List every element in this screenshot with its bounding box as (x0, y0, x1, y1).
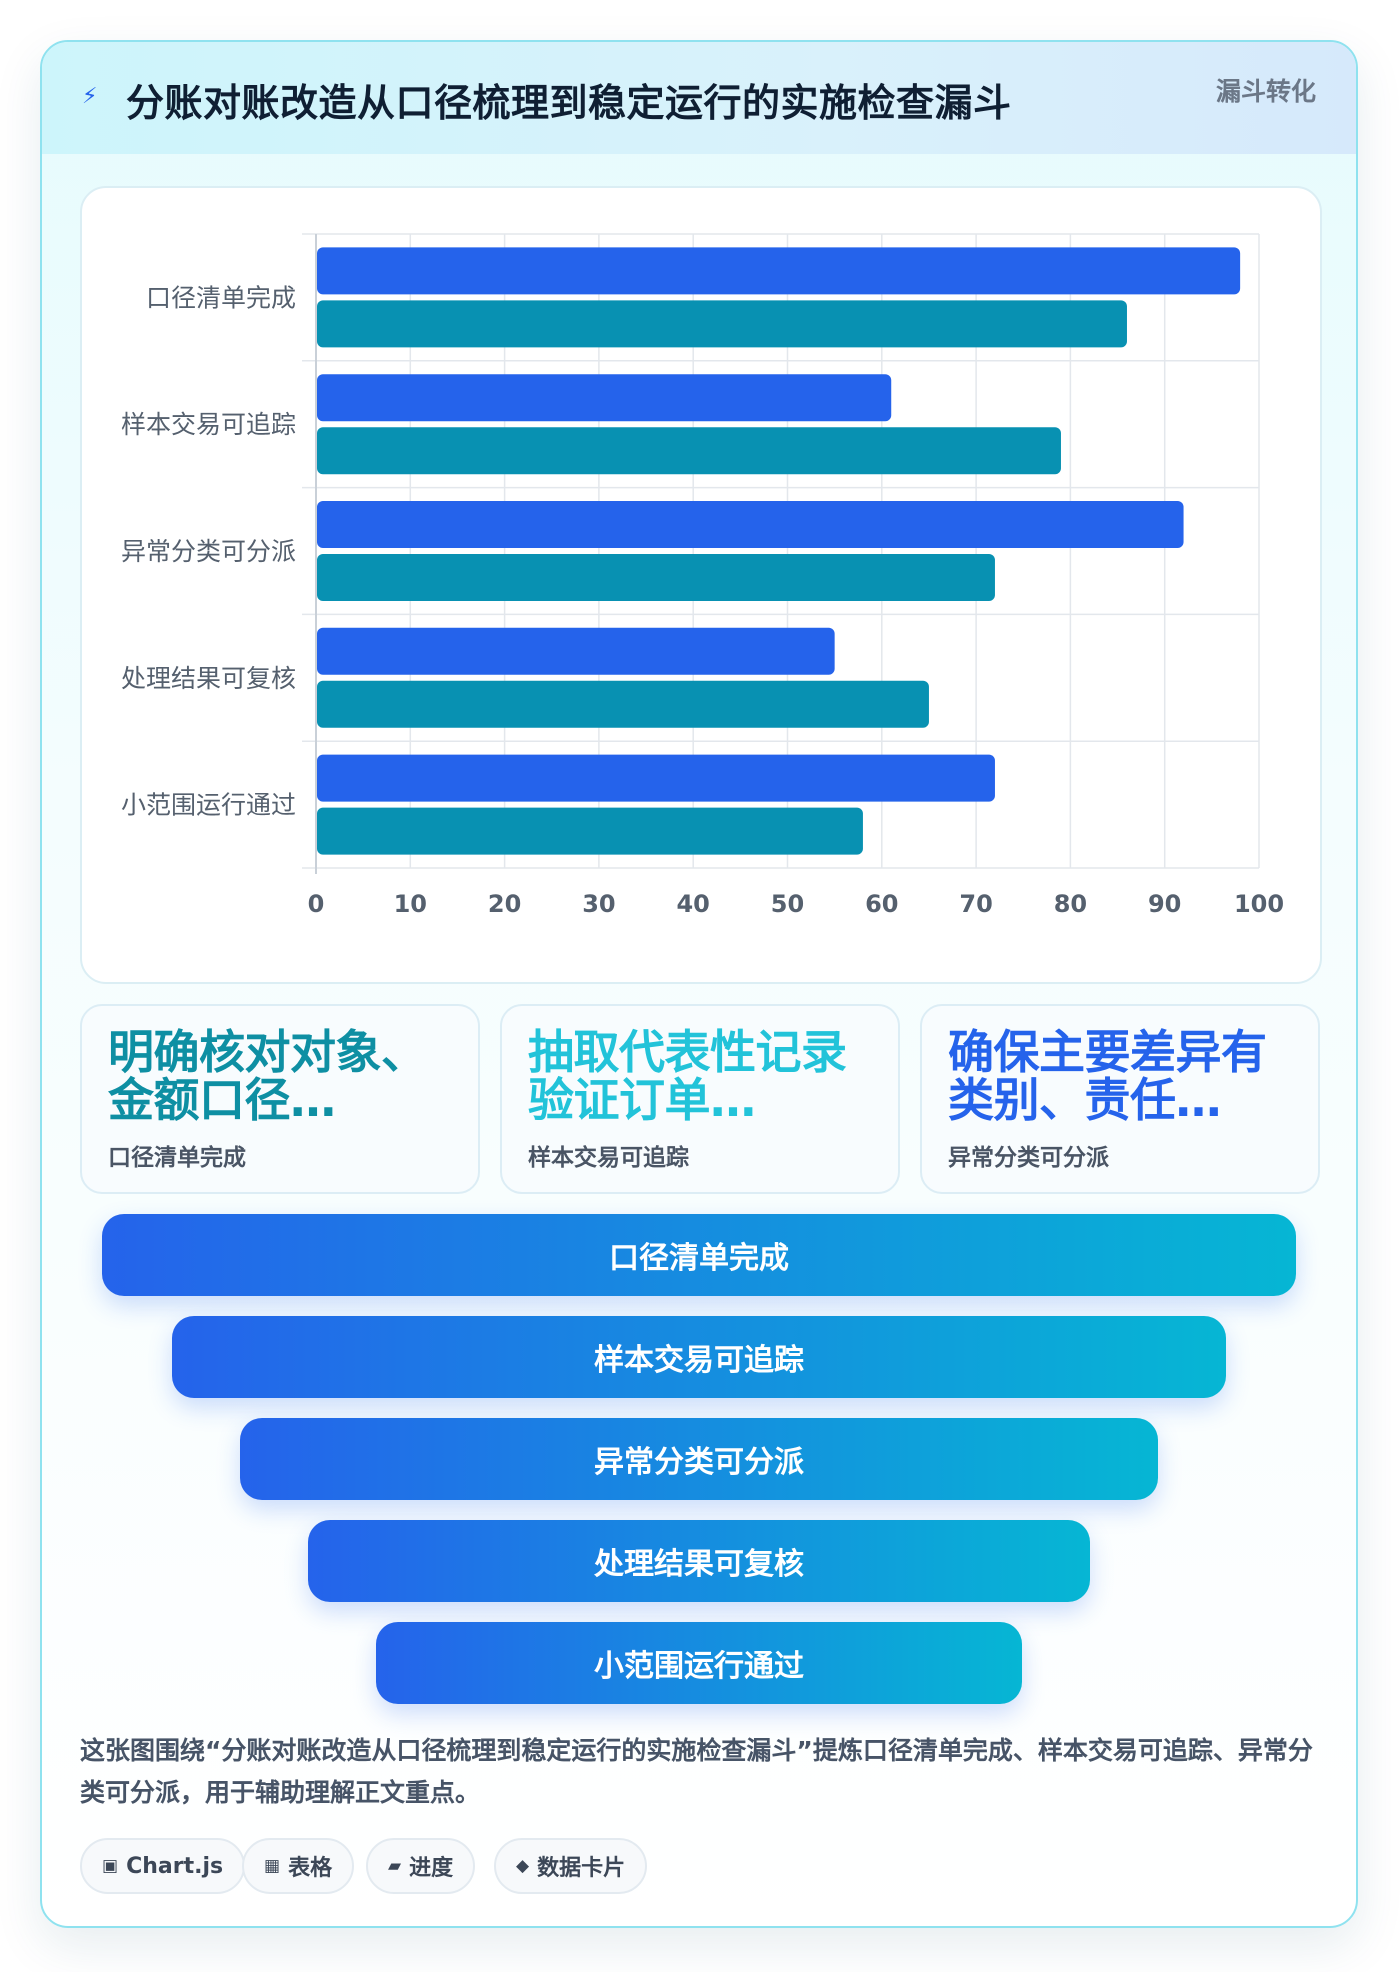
x-tick-label: 80 (1054, 890, 1087, 918)
x-tick-label: 70 (959, 890, 992, 918)
bar (317, 680, 929, 728)
x-tick-label: 0 (308, 890, 325, 918)
category-tag: 漏斗转化 (1215, 77, 1316, 106)
category-label: 异常分类可分派 (121, 537, 296, 566)
table-icon: ▦ (264, 1856, 281, 1876)
chip-progress[interactable]: ▰ 进度 (366, 1838, 476, 1894)
bar (317, 247, 1241, 295)
chip-label: 表格 (288, 1856, 333, 1881)
progress-icon: ▰ (388, 1856, 402, 1876)
bar-chart-panel: 口径清单完成样本交易可追踪 异常分类可分派 处理结果可复核 小范围运行通过 0 10 20 3… (80, 186, 1322, 984)
stat-card-2: 抽取代表性记录验证订单… 样本交易可追踪 (500, 1004, 900, 1194)
x-tick-label: 50 (771, 890, 804, 918)
stat-card-3: 确保主要差异有类别、责任… 异常分类可分派 (920, 1004, 1320, 1194)
bar (317, 807, 863, 855)
bar (317, 427, 1061, 475)
category-label: 样本交易可追踪 (121, 410, 296, 439)
x-tick-label: 30 (582, 890, 615, 918)
bar (317, 754, 995, 802)
lightning-icon: ⚡ (82, 84, 98, 109)
stat-card-value: 抽取代表性记录验证订单… (528, 1028, 847, 1124)
category-label: 小范围运行通过 (121, 791, 296, 820)
funnel-step-4: 处理结果可复核 (308, 1520, 1090, 1602)
category-label: 处理结果可复核 (121, 664, 296, 693)
category-label: 口径清单完成 (146, 283, 296, 312)
chip-label: 数据卡片 (537, 1856, 626, 1881)
chip-data-card[interactable]: ◆ 数据卡片 (494, 1838, 648, 1894)
chip-label: Chart.js (126, 1853, 224, 1879)
bar (317, 627, 835, 675)
x-tick-label: 90 (1148, 890, 1181, 918)
chip-table[interactable]: ▦ 表格 (242, 1838, 355, 1894)
funnel-step-2: 样本交易可追踪 (172, 1316, 1226, 1398)
stat-card-label: 口径清单完成 (108, 1145, 246, 1171)
x-tick-label: 10 (394, 890, 427, 918)
summary-text: 这张图围绕“分账对账改造从口径梳理到稳定运行的实施检查漏斗”提炼口径清单完成、样… (80, 1736, 1313, 1807)
stat-card-value: 确保主要差异有类别、责任… (948, 1028, 1267, 1124)
bar (317, 374, 892, 422)
chart-icon: ▣ (102, 1856, 119, 1876)
chip-chartjs[interactable]: ▣ Chart.js (80, 1838, 246, 1894)
x-tick-label: 60 (865, 890, 898, 918)
bar (317, 501, 1184, 548)
bar (317, 300, 1127, 348)
stat-card-value: 明确核对对象、金额口径… (108, 1028, 427, 1124)
funnel-step-3: 异常分类可分派 (240, 1418, 1158, 1500)
stat-card-label: 异常分类可分派 (948, 1145, 1109, 1171)
funnel-step-1: 口径清单完成 (102, 1214, 1296, 1296)
chip-label: 进度 (409, 1856, 454, 1881)
funnel-step-5: 小范围运行通过 (376, 1622, 1022, 1704)
bar (317, 554, 995, 601)
x-tick-label: 20 (488, 890, 521, 918)
x-tick-label: 100 (1234, 890, 1284, 918)
stat-card-label: 样本交易可追踪 (528, 1145, 689, 1171)
data-card-icon: ◆ (516, 1856, 530, 1876)
stat-card-1: 明确核对对象、金额口径… 口径清单完成 (80, 1004, 480, 1194)
page-title: 分账对账改造从口径梳理到稳定运行的实施检查漏斗 (126, 81, 1012, 125)
x-tick-label: 40 (676, 890, 709, 918)
infographic-card: ⚡ 分账对账改造从口径梳理到稳定运行的实施检查漏斗 漏斗转化 口径清单完成 样本交… (40, 40, 1358, 1928)
header-bar: ⚡ 分账对账改造从口径梳理到稳定运行的实施检查漏斗 漏斗转化 (42, 42, 1356, 154)
